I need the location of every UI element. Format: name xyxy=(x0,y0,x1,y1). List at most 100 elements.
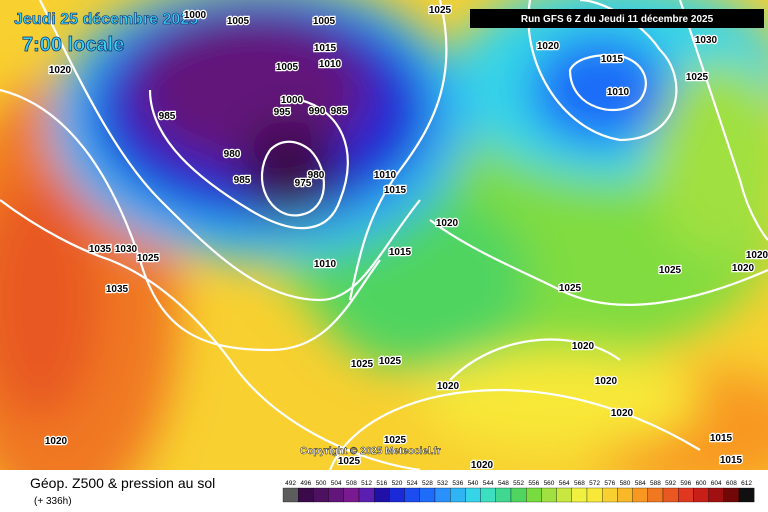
scale-swatch xyxy=(434,487,451,503)
scale-swatch xyxy=(556,487,572,503)
isobar-label: 1020 xyxy=(537,41,560,52)
scale-swatch xyxy=(708,487,724,503)
isobar-label: 1020 xyxy=(471,460,494,471)
scale-label: 492 xyxy=(285,480,296,487)
isobar-label: 1035 xyxy=(89,244,112,255)
date-label: Jeudi 25 décembre 2025 xyxy=(14,11,198,28)
scale-swatch xyxy=(450,487,466,503)
scale-swatch xyxy=(541,487,557,503)
isobar-label: 1020 xyxy=(572,341,595,352)
isobar-label: 995 xyxy=(274,107,291,118)
scale-label: 580 xyxy=(620,480,631,487)
isobar-label: 1025 xyxy=(384,435,407,446)
isobar-label: 1015 xyxy=(389,247,412,258)
scale-label: 516 xyxy=(376,480,387,487)
scale-swatch xyxy=(693,487,709,503)
scale-swatch xyxy=(328,487,344,503)
scale-swatch xyxy=(602,487,618,503)
scale-label: 596 xyxy=(680,480,691,487)
isobar-label: 1020 xyxy=(436,218,459,229)
isobar-label: 1030 xyxy=(695,35,718,46)
color-scale: 492 496 500 504 508 512 516 520 524 528 532 536 540 5… xyxy=(282,480,755,503)
scale-label: 532 xyxy=(437,480,448,487)
isobar-label: 1015 xyxy=(314,43,337,54)
scale-swatch xyxy=(586,487,603,503)
isobar-label: 1000 xyxy=(184,10,207,21)
isobar-label: 1005 xyxy=(276,62,299,73)
time-label: 7:00 locale xyxy=(22,34,124,56)
isobar-label: 1015 xyxy=(720,455,743,466)
isobar-label: 1025 xyxy=(429,5,452,16)
isobar-label: 1025 xyxy=(137,253,160,264)
isobars xyxy=(0,0,768,472)
scale-label: 504 xyxy=(331,480,342,487)
isobar-label: 1010 xyxy=(607,87,630,98)
scale-swatch xyxy=(662,487,679,503)
scale-swatch xyxy=(404,487,420,503)
scale-swatch xyxy=(723,487,740,503)
isobar-label: 1020 xyxy=(45,436,68,447)
isobar-label: 1025 xyxy=(659,265,682,276)
scale-label: 604 xyxy=(711,480,722,487)
scale-swatch xyxy=(374,487,390,503)
isobar-label: 1015 xyxy=(601,54,624,65)
scale-label: 540 xyxy=(468,480,479,487)
scale-label: 560 xyxy=(544,480,555,487)
isobar-label: 985 xyxy=(159,111,176,122)
isobar-label: 1025 xyxy=(559,283,582,294)
isobar-label: 1020 xyxy=(437,381,460,392)
scale-label: 552 xyxy=(513,480,524,487)
scale-swatch xyxy=(419,487,436,503)
scale-label: 568 xyxy=(574,480,585,487)
isobar-label: 1020 xyxy=(49,65,72,76)
isobar-label: 1005 xyxy=(227,16,250,27)
scale-label: 520 xyxy=(392,480,403,487)
footer-lead: (+ 336h) xyxy=(34,496,72,507)
scale-label: 508 xyxy=(346,480,357,487)
scale-label: 528 xyxy=(422,480,433,487)
isobar-label: 1020 xyxy=(746,250,768,261)
scale-label: 588 xyxy=(650,480,661,487)
scale-label: 564 xyxy=(559,480,570,487)
scale-swatch xyxy=(480,487,496,503)
scale-swatch xyxy=(343,487,360,503)
scale-swatch xyxy=(632,487,648,503)
scale-swatch xyxy=(678,487,694,503)
scale-label: 496 xyxy=(300,480,311,487)
scale-swatch xyxy=(282,487,299,503)
isobar-label: 985 xyxy=(331,106,348,117)
scale-label: 572 xyxy=(589,480,600,487)
scale-swatch xyxy=(617,487,633,503)
scale-swatch xyxy=(358,487,375,503)
scale-label: 548 xyxy=(498,480,509,487)
isobar-label: 1025 xyxy=(686,72,709,83)
isobar-label: 1015 xyxy=(384,185,407,196)
isobar-label: 985 xyxy=(234,175,251,186)
isobar-label: 975 xyxy=(295,178,312,189)
isobar-label: 990 xyxy=(309,106,326,117)
scale-label: 592 xyxy=(665,480,676,487)
scale-label: 584 xyxy=(635,480,646,487)
scale-label: 608 xyxy=(726,480,737,487)
isobar-label: 1010 xyxy=(314,259,337,270)
isobar-labels: 1000 1005 1005 1025 1015 1010 1005 1020 1020 1015… xyxy=(44,4,768,473)
scale-label: 556 xyxy=(528,480,539,487)
run-box xyxy=(470,9,764,28)
scale-swatch xyxy=(298,487,314,503)
isobar-label: 1035 xyxy=(106,284,129,295)
isobar-label: 1020 xyxy=(732,263,755,274)
scale-label: 512 xyxy=(361,480,372,487)
scale-label: 612 xyxy=(741,480,752,487)
scale-swatch xyxy=(313,487,329,503)
isobar-label: 1015 xyxy=(710,433,733,444)
isobar-label: 980 xyxy=(224,149,241,160)
scale-label: 500 xyxy=(316,480,327,487)
isobar-label: 1000 xyxy=(281,95,304,106)
scale-label: 576 xyxy=(604,480,615,487)
isobar-label: 1020 xyxy=(595,376,618,387)
isobar-label: 1025 xyxy=(379,356,402,367)
scale-swatch xyxy=(526,487,542,503)
isobar-label: 1020 xyxy=(611,408,634,419)
scale-label: 544 xyxy=(483,480,494,487)
